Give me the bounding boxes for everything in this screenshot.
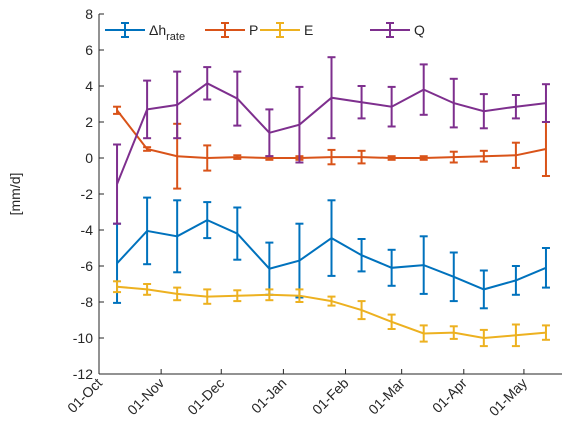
legend-label: Q	[414, 22, 425, 38]
error-bar	[233, 70, 242, 127]
y-tick-label: 8	[85, 6, 93, 22]
error-bar	[327, 148, 336, 166]
legend-item	[105, 22, 145, 38]
legend-item	[370, 22, 410, 38]
error-bar	[143, 146, 152, 152]
error-bar	[233, 289, 242, 303]
error-bar	[479, 328, 488, 348]
error-bar	[173, 286, 182, 302]
error-bar	[265, 288, 274, 302]
error-bar	[387, 155, 396, 161]
error-bar	[449, 251, 458, 303]
y-tick-label: -8	[81, 294, 94, 310]
error-bar	[511, 94, 520, 120]
y-tick-label: -2	[81, 186, 94, 202]
error-bar	[143, 79, 152, 140]
error-bar	[143, 283, 152, 296]
y-axis-label: [mm/d]	[7, 173, 23, 216]
error-bar	[419, 324, 428, 343]
x-tick-label: 01-Apr	[429, 375, 470, 416]
error-bar	[203, 288, 212, 305]
error-bar	[327, 295, 336, 307]
legend-item	[260, 22, 300, 38]
error-bar	[327, 56, 336, 140]
legend-subscript: rate	[166, 31, 185, 43]
legend-name: P	[249, 22, 258, 38]
error-bar	[511, 323, 520, 348]
legend-label: E	[304, 22, 313, 38]
error-bar	[113, 280, 122, 294]
x-tick-label: 01-Dec	[184, 375, 227, 418]
error-bar	[203, 201, 212, 240]
error-bar	[357, 238, 366, 273]
x-tick-label: 01-May	[486, 375, 530, 419]
x-tick-label: 01-Jan	[248, 375, 290, 417]
y-tick-label: 4	[85, 78, 93, 94]
error-bar	[449, 77, 458, 129]
x-tick-label: 01-Feb	[309, 375, 352, 418]
y-tick-label: 6	[85, 42, 93, 58]
error-bar	[327, 199, 336, 277]
y-tick-label: -4	[81, 222, 94, 238]
error-bar	[357, 149, 366, 165]
y-tick-label: -10	[73, 330, 93, 346]
error-bar	[233, 206, 242, 261]
error-bar	[419, 63, 428, 116]
error-bar	[265, 108, 274, 158]
error-bar	[479, 149, 488, 163]
error-bar	[511, 265, 520, 296]
error-bar	[113, 105, 122, 115]
y-tick-label: -6	[81, 258, 94, 274]
error-bar	[113, 143, 122, 225]
error-bar	[541, 324, 550, 341]
error-bar	[449, 325, 458, 340]
error-bar	[479, 93, 488, 130]
error-bar	[173, 199, 182, 274]
error-bar	[203, 144, 212, 172]
y-tick-label: 2	[85, 114, 93, 130]
error-bar	[357, 85, 366, 120]
y-tick-label: -12	[73, 366, 93, 382]
error-bar	[449, 150, 458, 164]
error-bar	[387, 248, 396, 287]
error-bar	[233, 154, 242, 160]
error-bar	[173, 70, 182, 140]
error-bar	[541, 83, 550, 123]
x-tick-label: 01-Nov	[124, 375, 167, 418]
legend-label: P	[249, 22, 258, 38]
error-bar	[387, 85, 396, 128]
error-bar	[295, 288, 304, 303]
legend-name: Δh	[149, 22, 166, 38]
legend-name: E	[304, 22, 313, 38]
error-bar	[203, 66, 212, 101]
error-bar	[419, 155, 428, 161]
error-bar	[387, 313, 396, 330]
error-bar	[295, 85, 304, 164]
error-bar	[479, 269, 488, 310]
legend-name: Q	[414, 22, 425, 38]
error-bar	[541, 247, 550, 289]
error-bar	[143, 196, 152, 266]
legend-item	[205, 22, 245, 38]
error-bar	[357, 300, 366, 321]
x-tick-label: 01-Mar	[365, 375, 408, 418]
y-tick-label: 0	[85, 150, 93, 166]
legend-label: Δhrate	[149, 22, 185, 43]
error-bar	[419, 235, 428, 295]
error-bar	[511, 141, 520, 169]
